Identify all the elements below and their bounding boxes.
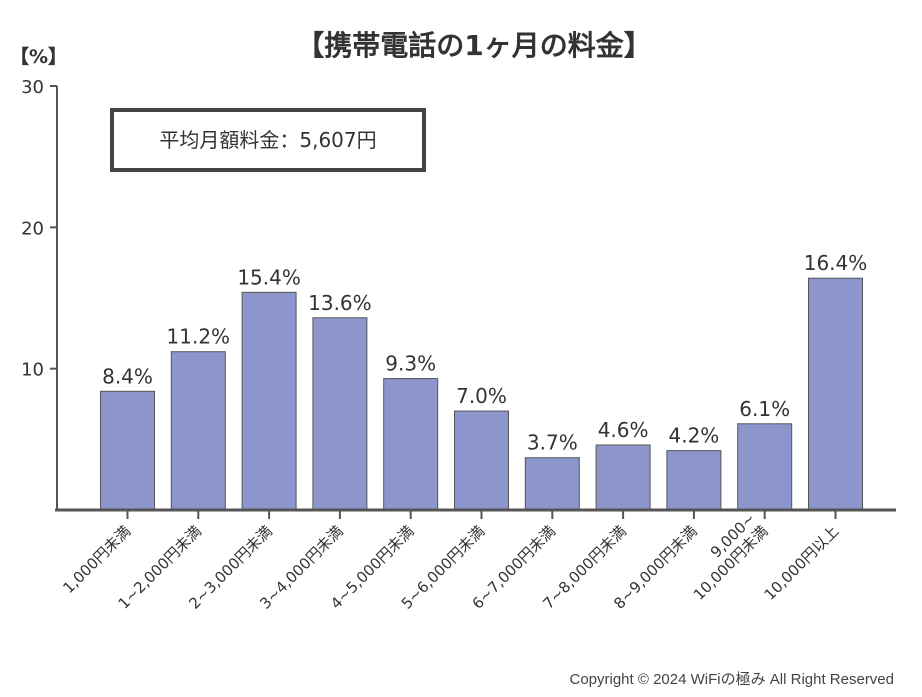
annotation-frame <box>110 108 426 172</box>
bar <box>383 378 439 511</box>
bar <box>454 410 509 511</box>
y-axis-ticks: 10 20 30 <box>21 77 57 381</box>
bar-value-label: 8.4% <box>102 364 153 388</box>
x-tick-label: 9,000~10,000円未満 <box>677 509 771 603</box>
bar-value-label: 6.1% <box>739 397 790 421</box>
x-tick-label: 1,000円未満 <box>59 522 134 597</box>
bar <box>170 351 226 511</box>
x-tick-label: 10,000円以上 <box>761 522 843 604</box>
bar-value-label: 15.4% <box>237 265 301 289</box>
bar <box>100 390 155 511</box>
bar-value-labels: 8.4% 11.2% 15.4% 13.6% 9.3% 7.0% 3.7% 4.6% 4.2% 6… <box>102 251 867 454</box>
bar <box>595 444 651 511</box>
bar-value-label: 7.0% <box>456 384 507 408</box>
annotation-box: 平均月額料金：5,607円 <box>110 108 426 172</box>
bar-value-label: 16.4% <box>804 251 868 275</box>
bar-value-label: 4.2% <box>668 424 719 448</box>
bar-series <box>100 277 863 511</box>
bar <box>737 423 793 511</box>
bar-value-label: 3.7% <box>527 431 578 455</box>
annotation-text: 平均月額料金：5,607円 <box>159 128 376 152</box>
x-axis-tick-labels: 1,000円未満1~2,000円未満2~3,000円未満3~4,000円未満4~… <box>59 509 842 612</box>
bar <box>524 457 580 511</box>
bar <box>666 450 722 511</box>
bar-value-label: 11.2% <box>167 325 231 349</box>
y-tick-label: 20 <box>21 218 44 239</box>
bar-value-label: 13.6% <box>308 291 372 315</box>
chart-title: 【携帯電話の1ヶ月の料金】 <box>296 29 651 62</box>
y-tick-label: 10 <box>21 360 44 381</box>
bar-value-label: 9.3% <box>385 352 436 376</box>
bar-value-label: 4.6% <box>598 418 649 442</box>
y-tick-label: 30 <box>21 77 44 98</box>
bar <box>312 317 368 511</box>
y-axis-unit-label: 【%】 <box>10 45 67 68</box>
copyright-text: Copyright © 2024 WiFiの極み All Right Reser… <box>569 671 895 688</box>
bar <box>808 277 863 511</box>
bar <box>241 291 297 511</box>
